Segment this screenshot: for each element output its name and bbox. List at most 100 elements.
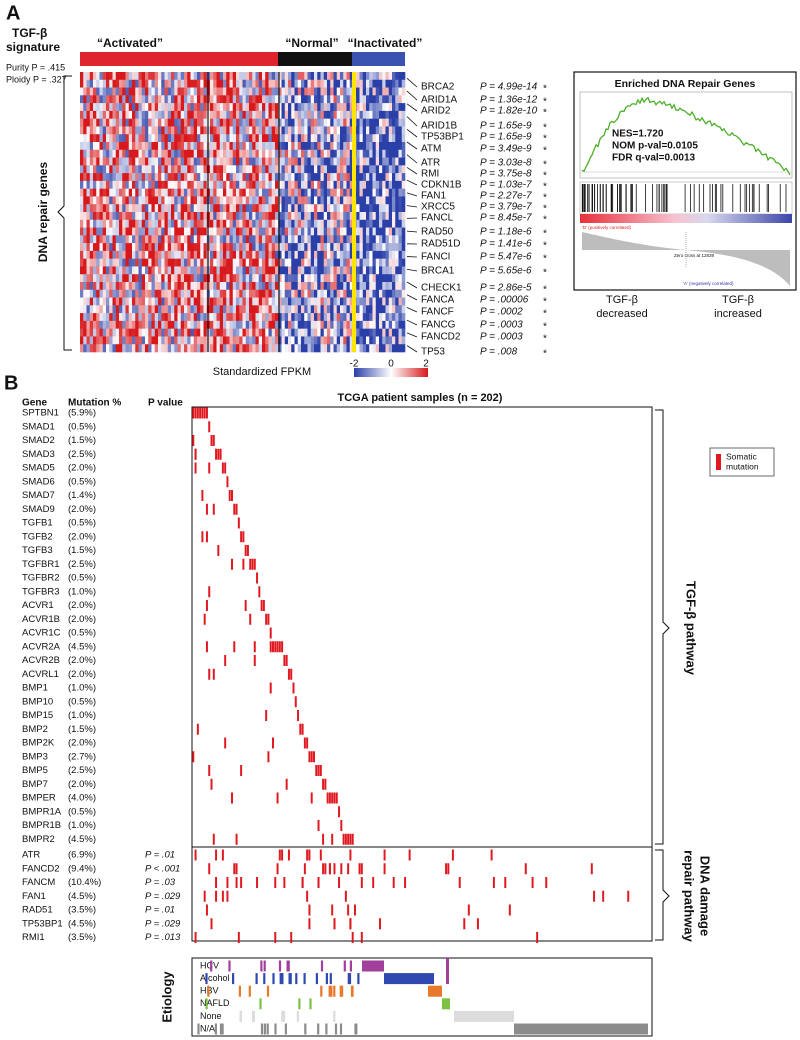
heatmap-cell [359, 227, 364, 236]
heatmap-cell [135, 344, 139, 353]
heatmap-cell [236, 118, 240, 127]
signature-title: signature [6, 40, 60, 54]
heatmap-cell [135, 118, 139, 127]
heatmap-cell [203, 258, 208, 267]
heatmap-cell [83, 227, 87, 236]
heatmap-cell [213, 157, 217, 166]
mutation [524, 863, 527, 875]
heatmap-cell [203, 212, 208, 221]
heatmap-cell [132, 157, 136, 166]
heatmap-cell [193, 344, 198, 353]
heatmap-cell [122, 173, 126, 182]
heatmap-cell [171, 196, 175, 205]
heatmap-cell [346, 212, 351, 221]
heatmap-cell [379, 227, 383, 236]
heatmap-cell [398, 336, 403, 345]
heatmap-cell [203, 196, 208, 205]
heatmap-cell [349, 313, 354, 322]
heatmap-cell [359, 165, 364, 174]
heatmap-cell [167, 328, 172, 337]
heatmap-cell [148, 173, 152, 182]
heatmap-cell [96, 95, 100, 104]
heatmap-cell [304, 72, 308, 81]
heatmap-cell [291, 165, 295, 174]
etiology-sample [330, 985, 333, 997]
heatmap-cell [106, 305, 110, 314]
mutation [235, 877, 238, 888]
heatmap-cell [210, 79, 214, 88]
heatmap-cell [190, 157, 195, 166]
heatmap-cell [275, 305, 279, 314]
heatmap-cell [346, 282, 351, 291]
heatmap-cell [314, 289, 318, 298]
heatmap-cell [210, 274, 214, 283]
heatmap-cell [362, 126, 367, 135]
heatmap-cell [245, 180, 250, 189]
p-value: P = 2.27e-7 [480, 191, 532, 202]
heatmap-cell [301, 305, 305, 314]
heatmap-cell [128, 336, 133, 345]
heatmap-cell [177, 274, 182, 283]
heatmap-cell [401, 227, 406, 236]
heatmap-cell [161, 289, 165, 298]
heatmap-cell [388, 336, 393, 345]
heatmap-cell [265, 212, 269, 221]
heatmap-cell [336, 243, 341, 252]
heatmap-cell [138, 157, 143, 166]
heatmap-cell [96, 235, 100, 244]
heatmap-cell [258, 212, 263, 221]
heatmap-cell [125, 282, 130, 291]
heatmap-cell [366, 274, 370, 283]
heatmap-cell [148, 142, 152, 151]
heatmap-cell [336, 87, 341, 96]
heatmap-cell [388, 344, 393, 353]
heatmap-cell [392, 289, 396, 298]
heatmap-cell [245, 235, 250, 244]
mutation [360, 932, 363, 943]
heatmap-cell [190, 165, 195, 174]
heatmap-cell [372, 149, 377, 158]
heatmap-cell [213, 196, 217, 205]
heatmap-cell [210, 266, 214, 275]
heatmap-cell [252, 344, 256, 353]
heatmap-cell [167, 235, 172, 244]
heatmap-cell [275, 157, 279, 166]
heatmap-cell [401, 196, 406, 205]
heatmap-cell [187, 243, 191, 252]
heatmap-cell [148, 328, 152, 337]
heatmap-cell [349, 79, 354, 88]
heatmap-cell [203, 235, 208, 244]
heatmap-cell [125, 313, 130, 322]
heatmap-cell [349, 180, 354, 189]
heatmap-cell [213, 282, 217, 291]
heatmap-cell [93, 157, 97, 166]
heatmap-cell [284, 103, 289, 112]
mutation [351, 833, 354, 845]
heatmap-cell [223, 313, 227, 322]
heatmap-cell [236, 328, 240, 337]
heatmap-cell [219, 110, 224, 119]
gene-label: ATR [421, 158, 440, 169]
heatmap-cell [164, 95, 169, 104]
heatmap-cell [109, 204, 113, 213]
heatmap-cell [346, 95, 351, 104]
heatmap-cell [314, 250, 318, 259]
heatmap-cell [249, 173, 253, 182]
heatmap-cell [297, 250, 302, 259]
heatmap-cell [125, 328, 130, 337]
heatmap-cell [362, 258, 367, 267]
heatmap-cell [307, 188, 312, 197]
etiology-sample [296, 1010, 299, 1022]
heatmap-cell [366, 212, 370, 221]
mutation [290, 668, 293, 680]
heatmap-cell [362, 328, 367, 337]
heatmap-cell [102, 297, 107, 306]
heatmap-cell [226, 165, 230, 174]
heatmap-cell [284, 243, 289, 252]
heatmap-cell [359, 219, 364, 228]
mutation [306, 849, 309, 861]
mutation [276, 641, 279, 653]
heatmap-cell [80, 103, 84, 112]
heatmap-cell [284, 95, 289, 104]
heatmap-cell [252, 142, 256, 151]
